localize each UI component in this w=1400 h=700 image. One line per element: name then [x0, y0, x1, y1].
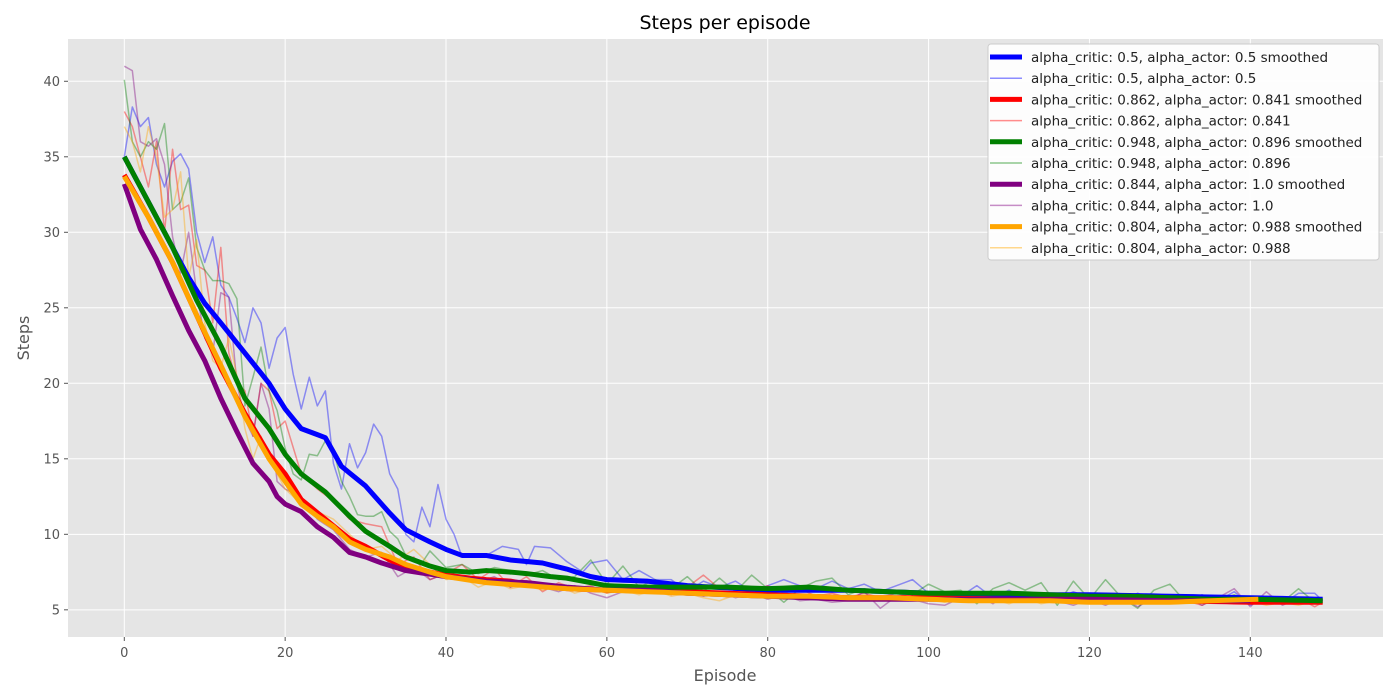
x-tick-label: 60 — [599, 646, 616, 661]
legend-box — [987, 43, 1380, 261]
x-tick-label: 100 — [916, 646, 941, 661]
legend-label: alpha_critic: 0.844, alpha_actor: 1.0 — [1031, 198, 1273, 214]
x-axis-ticks: 0 20 40 60 80 100 120 140 — [120, 637, 1263, 661]
legend-label: alpha_critic: 0.844, alpha_actor: 1.0 sm… — [1031, 177, 1345, 193]
series-line-5 — [122, 155, 1323, 604]
y-tick-label: 15 — [43, 452, 60, 467]
x-tick-label: 120 — [1077, 646, 1102, 661]
series-lines — [121, 65, 1324, 610]
x-tick-label: 0 — [120, 646, 128, 661]
legend-label: alpha_critic: 0.948, alpha_actor: 0.896 … — [1031, 135, 1362, 151]
legend-label: alpha_critic: 0.804, alpha_actor: 0.988 … — [1031, 220, 1362, 236]
legend-label: alpha_critic: 0.862, alpha_actor: 0.841 … — [1031, 92, 1362, 108]
y-tick-label: 5 — [52, 603, 60, 618]
legend-label: alpha_critic: 0.948, alpha_actor: 0.896 — [1031, 156, 1291, 172]
series-line-9 — [122, 175, 1259, 605]
y-tick-label: 20 — [43, 377, 60, 392]
y-axis-ticks: 5 10 15 20 25 30 35 40 — [43, 75, 68, 618]
legend-label: alpha_critic: 0.804, alpha_actor: 0.988 — [1031, 241, 1291, 257]
legend: alpha_critic: 0.5, alpha_actor: 0.5 smoo… — [987, 43, 1380, 261]
legend-label: alpha_critic: 0.5, alpha_actor: 0.5 smoo… — [1031, 50, 1328, 66]
legend-label: alpha_critic: 0.862, alpha_actor: 0.841 — [1031, 114, 1291, 130]
x-tick-label: 40 — [438, 646, 455, 661]
y-tick-label: 35 — [43, 150, 60, 165]
x-tick-label: 80 — [759, 646, 776, 661]
legend-label: alpha_critic: 0.5, alpha_actor: 0.5 — [1031, 71, 1256, 87]
x-tick-label: 20 — [277, 646, 294, 661]
x-axis-label: Episode — [694, 666, 757, 685]
x-tick-label: 140 — [1238, 646, 1263, 661]
y-tick-label: 25 — [43, 301, 60, 316]
y-axis-label: Steps — [14, 316, 33, 361]
y-tick-label: 10 — [43, 528, 60, 543]
y-tick-label: 30 — [43, 226, 60, 241]
smoothed-series-group — [121, 155, 1323, 605]
y-tick-label: 40 — [43, 75, 60, 90]
chart-title: Steps per episode — [639, 12, 810, 34]
